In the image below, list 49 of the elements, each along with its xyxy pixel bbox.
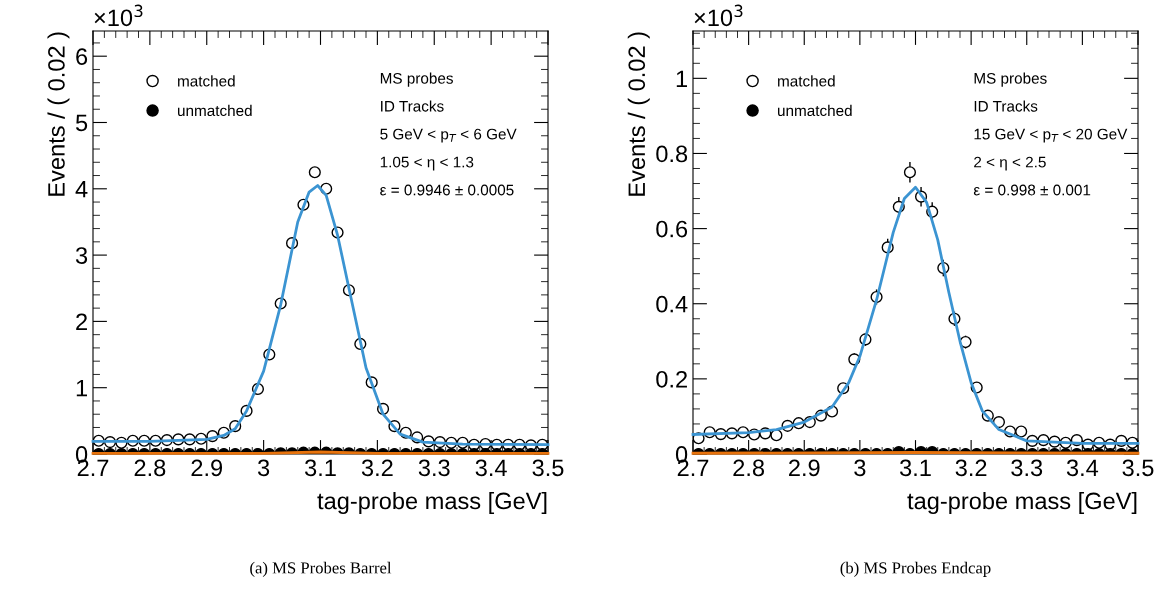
text: (b) MS Probes Endcap: [840, 561, 991, 577]
x-axis-title: tag-probe mass [GeV]: [907, 491, 1137, 514]
x-tick-label: 3.2: [955, 459, 987, 477]
annotation: 15 GeV < p$_{T}$ < 20 GeV: [974, 128, 1128, 143]
x-tick-label: 3.3: [1011, 459, 1043, 477]
x-axis-title: tag-probe mass [GeV]: [317, 491, 547, 514]
x-tick-label: 3.5: [532, 459, 564, 477]
y-tick-label: 3: [75, 247, 88, 264]
y-tick-label: 1: [676, 70, 687, 87]
y-tick-label: 6: [76, 48, 88, 65]
annotation: ID Tracks: [381, 100, 444, 112]
legend-label: matched: [778, 75, 835, 87]
y-axis-title: Events / ( 0.02 ): [627, 32, 650, 196]
x-tick-label: 3.1: [304, 459, 336, 477]
x-tick-label: 3.1: [899, 459, 931, 477]
y-tick-label: 0.2: [656, 370, 687, 388]
y-tick-label: 0.4: [656, 295, 688, 313]
y-tick-label: 0.8: [656, 145, 688, 163]
x-tick-label: 3.3: [418, 459, 450, 477]
x-tick-label: 3: [257, 459, 270, 477]
text: ×10$^{3}$: [94, 4, 143, 27]
x-tick-label: 3: [854, 459, 866, 477]
annotation: MS probes: [380, 72, 453, 87]
x-tick-label: 2.9: [789, 459, 820, 477]
annotation: MS probes: [974, 72, 1047, 87]
legend-label: unmatched: [178, 104, 252, 117]
x-tick-label: 2.9: [191, 459, 223, 477]
y-tick-label: 0.6: [656, 220, 688, 238]
x-tick-label: 2.8: [733, 459, 765, 477]
annotation: 5 GeV < p$_{T}$ < 6 GeV: [380, 128, 517, 143]
text: (a) MS Probes Barrel: [250, 561, 392, 577]
annotation: 2 < η < 2.5: [974, 156, 1046, 171]
x-tick-label: 3.5: [1122, 459, 1154, 477]
annotation: ID Tracks: [974, 100, 1038, 112]
x-tick-label: 3.4: [1066, 459, 1099, 477]
annotation: ε = 0.9946 ± 0.0005: [380, 184, 514, 196]
x-tick-label: 2.8: [134, 459, 166, 477]
x-tick-label: 3.4: [475, 459, 507, 477]
y-tick-label: 5: [75, 114, 88, 132]
annotation: ε = 0.998 ± 0.001: [973, 184, 1091, 196]
legend-label: matched: [178, 75, 235, 87]
x-tick-label: 3.2: [361, 459, 393, 477]
y-tick-label: 1: [76, 380, 87, 397]
annotation: 1.05 < η < 1.3: [380, 156, 474, 171]
y-tick-label: 4: [75, 181, 88, 198]
y-axis-title: Events / ( 0.02 ): [47, 32, 70, 196]
y-tick-label: 2: [76, 313, 87, 330]
legend-label: unmatched: [778, 104, 852, 117]
text: ×10$^{3}$: [694, 4, 743, 27]
